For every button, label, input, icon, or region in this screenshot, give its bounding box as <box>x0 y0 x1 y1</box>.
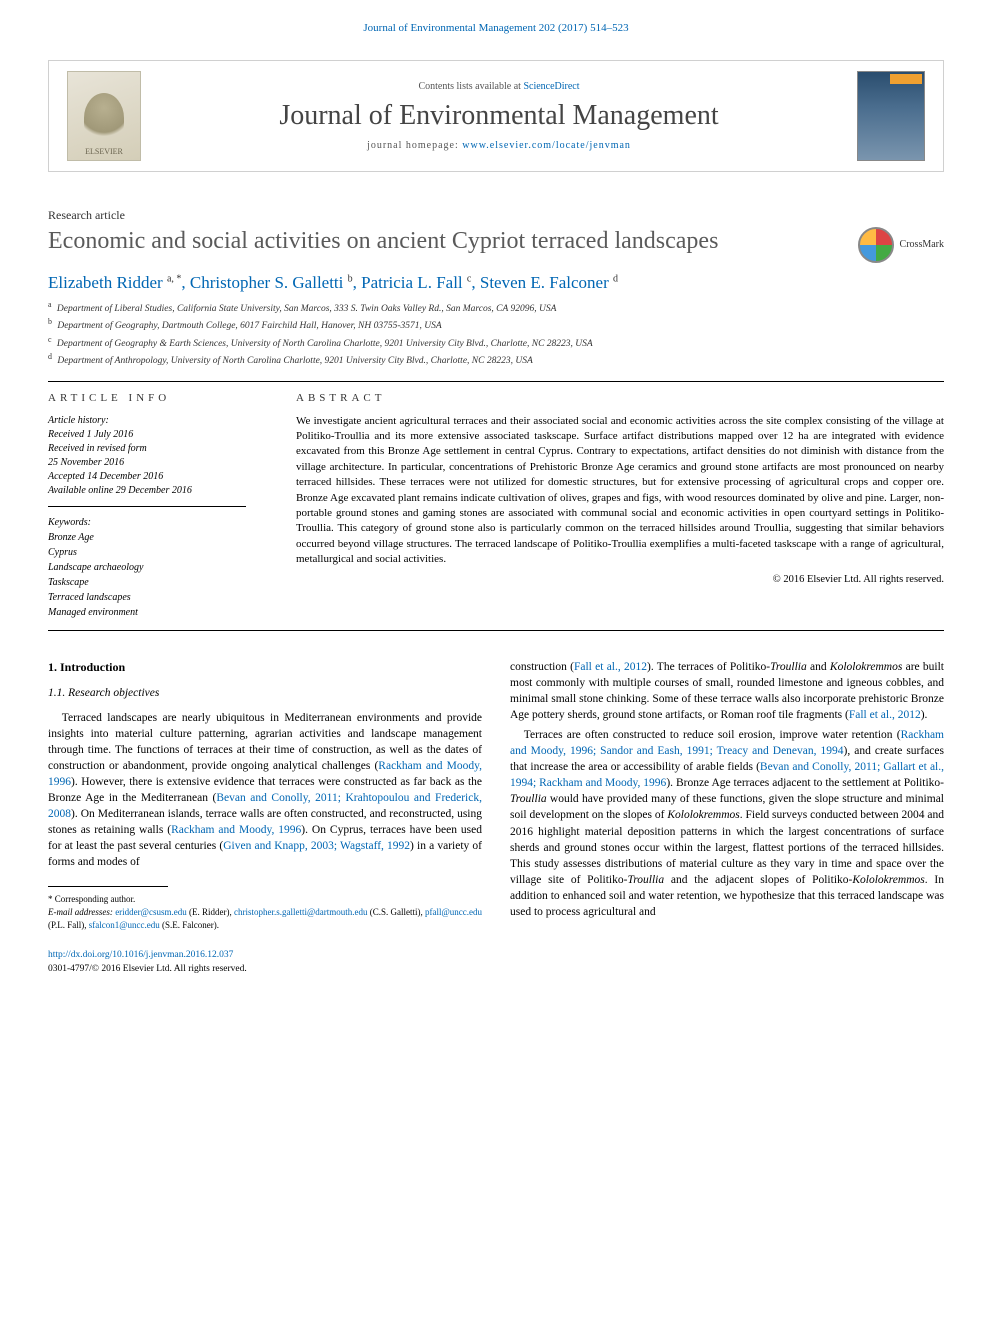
crossmark-icon <box>858 227 894 263</box>
body-columns: 1. Introduction 1.1. Research objectives… <box>48 659 944 932</box>
keyword: Cyprus <box>48 545 268 560</box>
history-line: Received in revised form <box>48 442 268 456</box>
crossmark-widget[interactable]: CrossMark <box>858 227 944 263</box>
abstract-column: ABSTRACT We investigate ancient agricult… <box>296 392 944 620</box>
crossmark-label: CrossMark <box>900 239 944 251</box>
body-paragraph: construction (Fall et al., 2012). The te… <box>510 659 944 723</box>
article-info-heading: ARTICLE INFO <box>48 392 268 404</box>
body-paragraph: Terraces are often constructed to reduce… <box>510 727 944 920</box>
doi-link[interactable]: http://dx.doi.org/10.1016/j.jenvman.2016… <box>48 950 233 960</box>
footnote-divider <box>48 886 168 887</box>
journal-header-box: ELSEVIER Contents lists available at Sci… <box>48 60 944 172</box>
article-title-row: Economic and social activities on ancien… <box>48 227 944 263</box>
body-column-left: 1. Introduction 1.1. Research objectives… <box>48 659 482 932</box>
article-type: Research article <box>48 208 944 223</box>
keyword: Managed environment <box>48 605 268 620</box>
keyword: Taskscape <box>48 575 268 590</box>
body-paragraph: Terraced landscapes are nearly ubiquitou… <box>48 710 482 871</box>
header-center: Contents lists available at ScienceDirec… <box>141 81 857 151</box>
journal-cover-thumbnail <box>857 71 925 161</box>
history-line: Accepted 14 December 2016 <box>48 470 268 484</box>
mid-divider <box>48 630 944 631</box>
authors-line: Elizabeth Ridder a, *, Christopher S. Ga… <box>48 273 944 293</box>
history-line: 25 November 2016 <box>48 456 268 470</box>
elsevier-tree-icon <box>84 93 124 143</box>
top-divider <box>48 381 944 382</box>
corresponding-author-note: * Corresponding author. <box>48 893 482 906</box>
homepage-link[interactable]: www.elsevier.com/locate/jenvman <box>462 140 631 151</box>
page-header: Journal of Environmental Management 202 … <box>0 0 992 46</box>
homepage-line: journal homepage: www.elsevier.com/locat… <box>141 140 857 151</box>
email-link[interactable]: pfall@uncc.edu <box>425 907 482 917</box>
body-column-right: construction (Fall et al., 2012). The te… <box>510 659 944 932</box>
history-line: Available online 29 December 2016 <box>48 484 268 498</box>
keywords-label: Keywords: <box>48 515 268 530</box>
footer-bar: http://dx.doi.org/10.1016/j.jenvman.2016… <box>48 949 944 976</box>
email-link[interactable]: christopher.s.galletti@dartmouth.edu <box>234 907 368 917</box>
issn-copyright: 0301-4797/© 2016 Elsevier Ltd. All right… <box>48 964 247 974</box>
section-1-heading: 1. Introduction <box>48 659 482 676</box>
article-title: Economic and social activities on ancien… <box>48 227 718 256</box>
email-link[interactable]: sfalcon1@uncc.edu <box>89 920 160 930</box>
section-1-1-heading: 1.1. Research objectives <box>48 685 482 701</box>
footnotes: * Corresponding author. E-mail addresses… <box>48 893 482 931</box>
elsevier-label: ELSEVIER <box>85 147 123 156</box>
abstract-heading: ABSTRACT <box>296 392 944 404</box>
email-link[interactable]: eridder@csusm.edu <box>115 907 187 917</box>
article-history: Article history: Received 1 July 2016Rec… <box>48 414 268 498</box>
contents-line: Contents lists available at ScienceDirec… <box>141 81 857 92</box>
info-abstract-row: ARTICLE INFO Article history: Received 1… <box>48 392 944 620</box>
abstract-copyright: © 2016 Elsevier Ltd. All rights reserved… <box>296 574 944 585</box>
history-divider <box>48 506 246 507</box>
email-addresses: E-mail addresses: eridder@csusm.edu (E. … <box>48 906 482 931</box>
article-info-column: ARTICLE INFO Article history: Received 1… <box>48 392 268 620</box>
sciencedirect-link[interactable]: ScienceDirect <box>523 81 579 92</box>
keyword: Landscape archaeology <box>48 560 268 575</box>
abstract-text: We investigate ancient agricultural terr… <box>296 414 944 568</box>
keyword: Terraced landscapes <box>48 590 268 605</box>
affiliations: a Department of Liberal Studies, Califor… <box>48 299 944 369</box>
history-label: Article history: <box>48 414 268 428</box>
history-line: Received 1 July 2016 <box>48 428 268 442</box>
elsevier-logo: ELSEVIER <box>67 71 141 161</box>
journal-reference: Journal of Environmental Management 202 … <box>363 22 628 34</box>
keyword: Bronze Age <box>48 530 268 545</box>
journal-title: Journal of Environmental Management <box>141 100 857 132</box>
keywords-block: Keywords: Bronze AgeCyprusLandscape arch… <box>48 515 268 620</box>
